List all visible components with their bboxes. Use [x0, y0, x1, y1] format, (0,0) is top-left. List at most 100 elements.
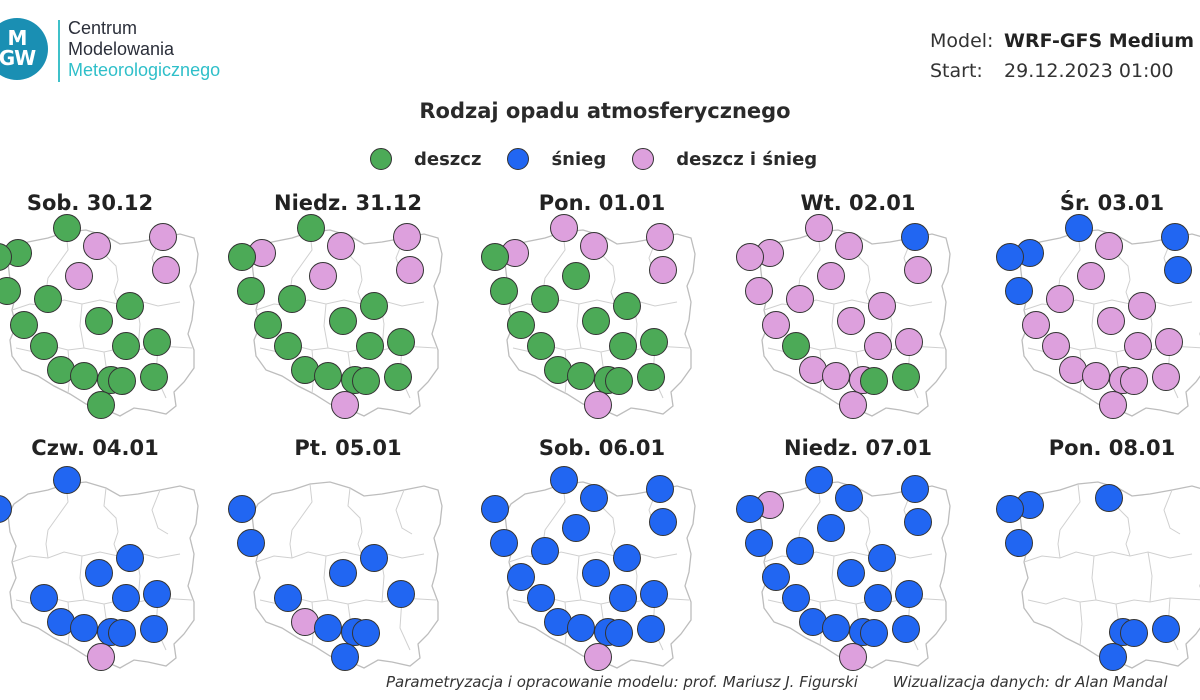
region-border — [1167, 345, 1179, 399]
precip-marker-mixed — [1155, 328, 1183, 356]
region-border — [1059, 483, 1081, 531]
precip-marker-snow — [901, 475, 929, 503]
region-border — [855, 235, 871, 281]
region-border — [155, 345, 167, 399]
legend-label-rain: deszcz — [414, 148, 482, 170]
precip-marker-snow — [531, 537, 559, 565]
country-outline — [1019, 229, 1200, 417]
poland-map — [736, 466, 951, 671]
precip-marker-snow — [53, 466, 81, 494]
precip-marker-mixed — [396, 256, 424, 284]
precip-marker-rain — [507, 311, 535, 339]
precip-marker-snow — [143, 580, 171, 608]
precip-marker-snow — [849, 618, 877, 646]
precip-marker-snow — [901, 223, 929, 251]
precip-marker-snow — [352, 619, 380, 647]
legend-label-snow: śnieg — [551, 148, 607, 170]
precip-marker-rain — [10, 311, 38, 339]
region-border — [763, 551, 933, 563]
precip-marker-mixed — [904, 256, 932, 284]
day-map: Wt. 02.01 — [736, 191, 951, 419]
region-border — [47, 483, 69, 531]
region-border — [103, 351, 109, 407]
precip-marker-snow — [996, 495, 1024, 523]
precip-marker-snow — [860, 619, 888, 647]
credits: Parametryzacja i opracowanie modelu: pro… — [386, 673, 1168, 691]
precip-marker-rain — [34, 285, 62, 313]
precip-marker-rain — [329, 307, 357, 335]
model-value: WRF-GFS Medium — [1004, 30, 1195, 52]
precip-marker-mixed — [849, 366, 877, 394]
poland-map — [996, 214, 1200, 419]
region-border — [103, 603, 109, 659]
region-border — [347, 487, 363, 533]
region-border — [1167, 597, 1179, 651]
region-border — [819, 601, 823, 647]
precip-marker-snow — [835, 484, 863, 512]
precip-marker-snow — [646, 475, 674, 503]
logo-line1: Centrum — [68, 18, 138, 38]
precip-marker-snow — [329, 559, 357, 587]
day-label: Niedz. 07.01 — [784, 436, 932, 460]
region-border — [1115, 235, 1131, 281]
precip-marker-rain — [582, 307, 610, 335]
precip-marker-rain — [490, 277, 518, 305]
region-border — [311, 601, 315, 647]
region-border — [11, 551, 181, 563]
region-border — [831, 303, 837, 349]
precip-marker-snow — [341, 618, 369, 646]
precip-marker-snow — [640, 580, 668, 608]
precip-marker-mixed — [1152, 363, 1180, 391]
region-border — [291, 483, 313, 531]
region-border — [395, 237, 413, 283]
region-border — [379, 299, 385, 351]
region-border — [347, 603, 353, 659]
precip-marker-snow — [892, 615, 920, 643]
precip-marker-rain — [613, 292, 641, 320]
precip-marker-mixed — [745, 277, 773, 305]
precip-marker-snow — [822, 614, 850, 642]
region-border — [831, 555, 837, 601]
region-border — [763, 299, 933, 311]
precip-marker-rain — [637, 363, 665, 391]
day-map: Niedz. 31.12 — [228, 191, 443, 419]
precip-marker-mixed — [87, 643, 115, 671]
precip-marker-snow — [605, 619, 633, 647]
region-border — [1079, 349, 1083, 395]
precip-marker-mixed — [646, 223, 674, 251]
precip-marker-mixed — [580, 232, 608, 260]
precip-marker-mixed — [1120, 367, 1148, 395]
region-border — [259, 597, 437, 605]
precip-marker-snow — [745, 529, 773, 557]
precip-marker-rain — [112, 332, 140, 360]
precip-marker-rain — [544, 356, 572, 384]
region-border — [512, 345, 690, 353]
precip-marker-rain — [567, 362, 595, 390]
region-border — [576, 555, 582, 601]
region-border — [379, 551, 385, 603]
precip-marker-mixed — [817, 262, 845, 290]
precip-marker-snow — [550, 466, 578, 494]
precip-marker-snow — [70, 614, 98, 642]
precip-marker-mixed — [327, 232, 355, 260]
precip-marker-mixed — [837, 307, 865, 335]
precip-marker-rain — [4, 239, 32, 267]
region-border — [1115, 487, 1131, 533]
logo-line3: Meteorologicznego — [68, 60, 221, 80]
region-border — [632, 551, 638, 603]
precip-marker-mixed — [895, 328, 923, 356]
logo-badge-line2: GW — [0, 46, 36, 70]
region-border — [347, 235, 363, 281]
precip-marker-rain — [0, 277, 21, 305]
precip-marker-snow — [360, 544, 388, 572]
region-border — [1125, 279, 1131, 305]
precip-marker-snow — [637, 615, 665, 643]
region-border — [79, 303, 85, 349]
region-border — [600, 603, 606, 659]
region-border — [45, 529, 49, 559]
region-border — [323, 303, 329, 349]
precip-marker-snow — [112, 584, 140, 612]
precip-marker-snow — [1161, 223, 1189, 251]
start-label: Start: — [930, 60, 983, 82]
region-border — [1163, 489, 1181, 535]
